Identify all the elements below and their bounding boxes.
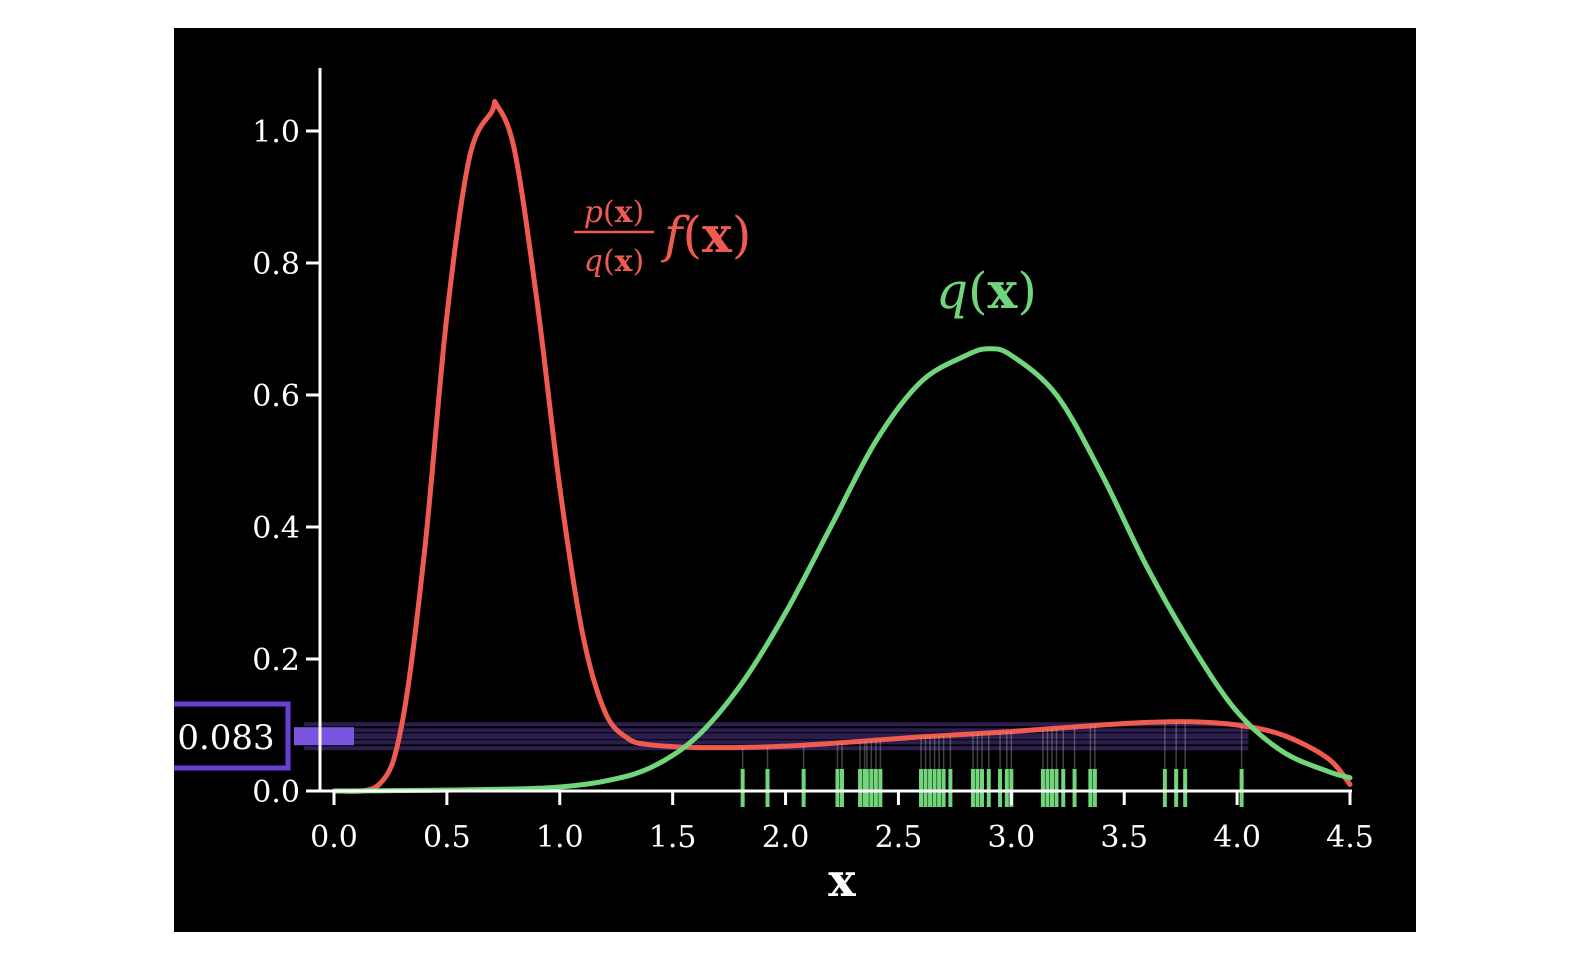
importance-sampling-chart: 0.0 0.5 1.0 1.5 2.0 2.5 3.0 3.5 4.0 4.5 0.0 0.2 0.4 0…	[174, 68, 1374, 907]
estimate-marker	[294, 727, 354, 746]
sample-ticks	[740, 721, 1244, 807]
x-tick-label: 1.5	[649, 820, 697, 855]
estimate-box	[174, 701, 291, 771]
x-tick-label: 0.0	[310, 820, 358, 855]
y-tick-label: 0.0	[252, 775, 300, 810]
y-tick-label: 0.2	[252, 643, 300, 678]
x-tick-label: 1.0	[536, 820, 584, 855]
x-axis-title: x	[828, 853, 856, 907]
weighted-curve	[331, 98, 1353, 794]
x-tick-label: 3.0	[987, 820, 1035, 855]
weighted-curve-label: p(x) q(x) f(x)	[574, 195, 751, 279]
x-tick-label: 4.0	[1213, 820, 1261, 855]
svg-text:q(x): q(x)	[584, 244, 645, 279]
y-tick-label: 0.8	[252, 247, 300, 282]
q-curve	[331, 346, 1353, 794]
x-tick-label: 3.5	[1100, 820, 1148, 855]
y-tick-label: 0.4	[252, 511, 300, 546]
y-tick-label: 0.6	[252, 379, 300, 414]
x-tick-label: 0.5	[423, 820, 471, 855]
x-tick-label: 2.0	[762, 820, 810, 855]
chart-area: 0.0 0.5 1.0 1.5 2.0 2.5 3.0 3.5 4.0 4.5 0.0 0.2 0.4 0…	[174, 28, 1416, 932]
svg-text:f(x): f(x)	[660, 205, 751, 264]
y-tick-label: 1.0	[252, 115, 300, 150]
x-tick-label: 2.5	[875, 820, 923, 855]
estimate-value: 0.083	[177, 718, 274, 758]
svg-text:p(x): p(x)	[584, 195, 645, 230]
x-tick-label: 4.5	[1326, 820, 1374, 855]
q-curve-label: q(x)	[936, 261, 1037, 320]
